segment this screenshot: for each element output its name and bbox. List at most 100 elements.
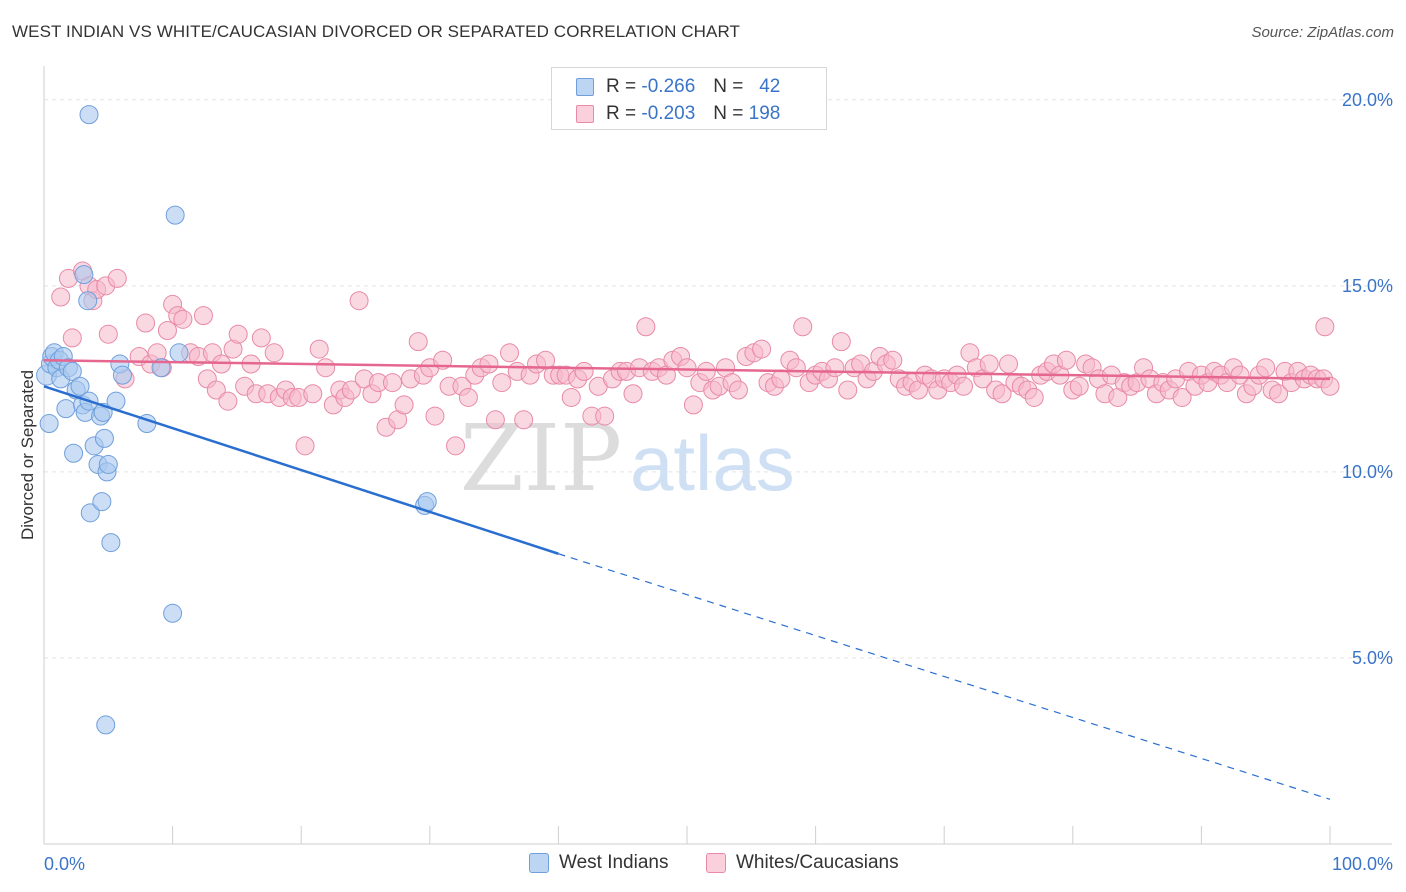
data-point-west-indians [80,503,100,523]
data-point-whites [1069,376,1089,396]
legend-swatch-pink [576,105,594,123]
legend-swatch-pink [706,853,726,873]
y-axis-label: Divorced or Separated [18,369,37,541]
data-point-whites [349,291,369,311]
data-point-whites [561,387,581,407]
data-point-west-indians [56,399,76,419]
data-point-whites [536,350,556,370]
data-point-whites [446,436,466,456]
data-point-whites [683,395,703,415]
data-point-west-indians [101,533,121,553]
data-point-whites [999,354,1018,374]
data-point-west-indians [96,715,116,735]
data-point-whites [979,354,999,374]
data-point-west-indians [92,492,112,512]
data-point-whites [677,358,697,378]
data-point-whites [696,361,716,381]
y-tick-label: 20.0% [1342,90,1393,110]
legend-item-whites-caucasians[interactable]: Whites/Caucasians [706,852,899,874]
trend-lines [43,359,1331,800]
series-west-indians [36,105,437,735]
data-point-whites [218,391,238,411]
legend-swatch-blue [529,853,549,873]
data-point-west-indians [98,454,118,474]
data-point-whites [831,332,851,352]
source-label: Source: ZipAtlas.com [1251,24,1394,41]
data-point-west-indians [112,365,132,385]
data-point-whites [500,343,520,363]
n-value: 198 [748,103,781,124]
data-point-west-indians [169,343,189,363]
data-point-west-indians [62,361,82,381]
legend-swatch-blue [576,78,594,96]
data-point-whites [883,350,903,370]
data-point-west-indians [39,414,59,434]
data-point-whites [1320,376,1340,396]
data-point-whites [752,339,772,359]
data-point-whites [786,358,806,378]
r-value: -0.266 [641,76,696,97]
data-point-whites [425,406,445,426]
data-point-west-indians [94,428,114,448]
n-label: N = [713,76,744,97]
stats-legend: R = -0.266 N = 42 R = -0.203 N = 198 [551,67,827,130]
gridlines [44,99,1392,659]
data-point-whites [264,343,284,363]
data-point-whites [838,380,858,400]
series-legend: West Indians Whites/Caucasians [0,852,1406,878]
data-point-whites [458,387,478,407]
n-label: N = [713,103,744,124]
data-point-whites [136,313,156,333]
x-tick-label: 0.0% [44,854,85,874]
data-point-whites [1256,358,1276,378]
data-point-whites [1056,350,1076,370]
data-point-whites [1172,387,1192,407]
y-tick-label: 15.0% [1342,276,1393,296]
watermark-atlas: atlas [630,419,795,507]
data-point-whites [953,376,973,396]
data-point-whites [341,380,361,400]
data-point-whites [574,361,594,381]
data-point-whites [636,317,656,337]
data-point-whites [514,410,534,430]
data-point-whites [771,369,791,389]
data-point-whites [62,328,82,348]
stats-row-west-indians: R = -0.266 N = 42 [576,75,780,99]
data-point-whites [623,384,643,404]
data-point-whites [107,268,127,288]
data-point-whites [595,406,615,426]
r-label: R = [606,103,637,124]
data-point-whites [173,309,193,329]
data-point-whites [157,320,177,340]
data-point-whites [51,287,71,307]
data-point-whites [1230,365,1250,385]
data-point-west-indians [64,443,84,463]
data-point-whites [98,324,118,344]
data-point-whites [793,317,813,337]
data-point-whites [193,306,213,326]
series-whites-caucasians [51,261,1340,456]
r-label: R = [606,76,637,97]
tick-labels: 5.0% 10.0% 15.0% 20.0% 0.0% 100.0% [44,90,1393,874]
data-point-whites [408,332,428,352]
data-point-west-indians [74,265,94,285]
data-point-whites [309,339,329,359]
data-point-west-indians [79,105,99,125]
legend-item-west-indians[interactable]: West Indians [529,852,668,874]
data-point-whites [316,358,336,378]
trend-line-whites [43,359,1331,381]
chart-title: WEST INDIAN VS WHITE/CAUCASIAN DIVORCED … [12,22,741,41]
y-tick-label: 5.0% [1352,648,1393,668]
data-point-whites [492,373,512,393]
watermark: ZIP atlas [460,405,795,512]
data-point-whites [206,380,226,400]
data-point-west-indians [163,603,183,623]
data-point-whites [303,384,323,404]
data-point-west-indians [165,205,185,225]
data-point-whites [479,354,499,374]
data-point-whites [825,358,845,378]
data-point-west-indians [70,376,90,396]
stats-row-whites: R = -0.203 N = 198 [576,102,780,126]
legend-label: West Indians [559,852,669,873]
axes [43,66,1392,845]
